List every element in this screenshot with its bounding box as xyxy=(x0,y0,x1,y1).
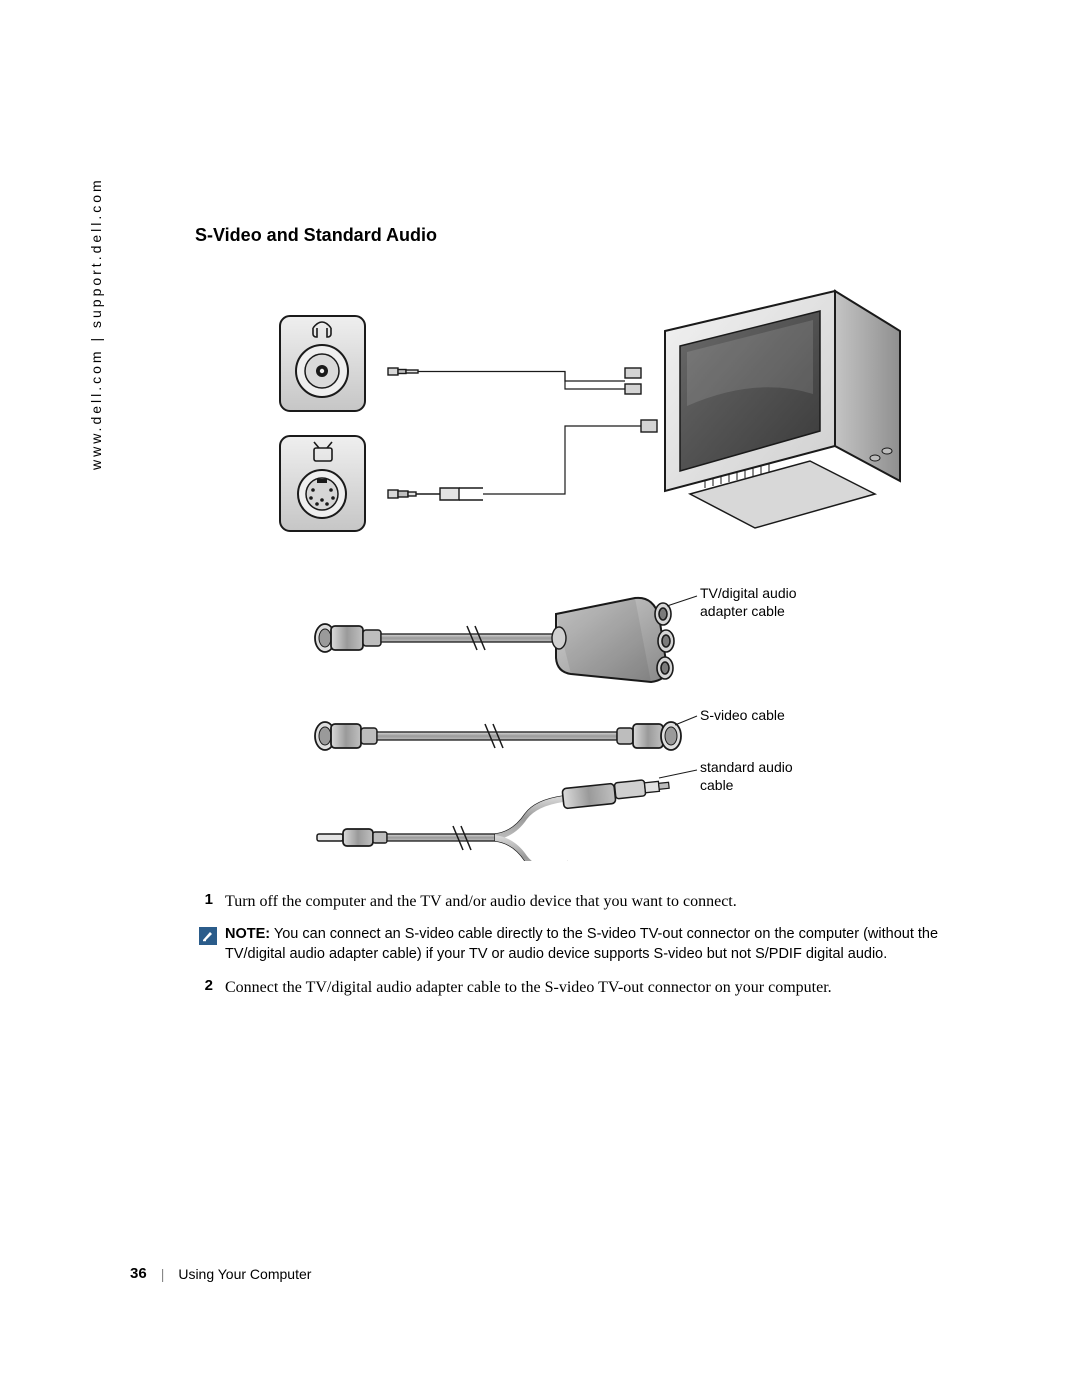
footer-separator: | xyxy=(161,1266,165,1282)
section-title: S-Video and Standard Audio xyxy=(195,225,985,246)
connection-diagram: TV/digital audio adapter cable S-video c… xyxy=(235,276,1005,861)
label-adapter: TV/digital audio adapter cable xyxy=(700,584,830,620)
page-content: S-Video and Standard Audio xyxy=(195,225,985,1011)
footer-section: Using Your Computer xyxy=(178,1266,311,1282)
step-text: Turn off the computer and the TV and/or … xyxy=(225,891,985,913)
note-icon xyxy=(195,925,225,964)
label-audio: standard audio cable xyxy=(700,758,820,794)
step-number: 1 xyxy=(195,891,225,913)
step-2: 2 Connect the TV/digital audio adapter c… xyxy=(195,977,985,999)
svideo-port xyxy=(280,436,365,531)
step-number: 2 xyxy=(195,977,225,999)
svideo-cable-illustration xyxy=(315,716,697,750)
step-text: Connect the TV/digital audio adapter cab… xyxy=(225,977,985,999)
label-svideo: S-video cable xyxy=(700,706,785,724)
page-number: 36 xyxy=(130,1265,147,1282)
instruction-steps: 1 Turn off the computer and the TV and/o… xyxy=(195,891,985,999)
audio-mini-plug xyxy=(388,368,418,375)
note-text: NOTE: You can connect an S-video cable d… xyxy=(225,925,985,964)
tv-illustration xyxy=(665,291,900,528)
adapter-cable-illustration xyxy=(315,596,697,682)
svideo-mini-plug xyxy=(388,490,416,498)
note-body: You can connect an S-video cable directl… xyxy=(225,926,938,962)
audio-cable-illustration xyxy=(317,770,697,861)
note-label: NOTE: xyxy=(225,926,270,942)
headphone-port xyxy=(280,316,365,411)
page-footer: 36 | Using Your Computer xyxy=(130,1265,311,1282)
note-block: NOTE: You can connect an S-video cable d… xyxy=(195,925,985,964)
sidebar-url: www.dell.com | support.dell.com xyxy=(88,177,104,470)
step-1: 1 Turn off the computer and the TV and/o… xyxy=(195,891,985,913)
